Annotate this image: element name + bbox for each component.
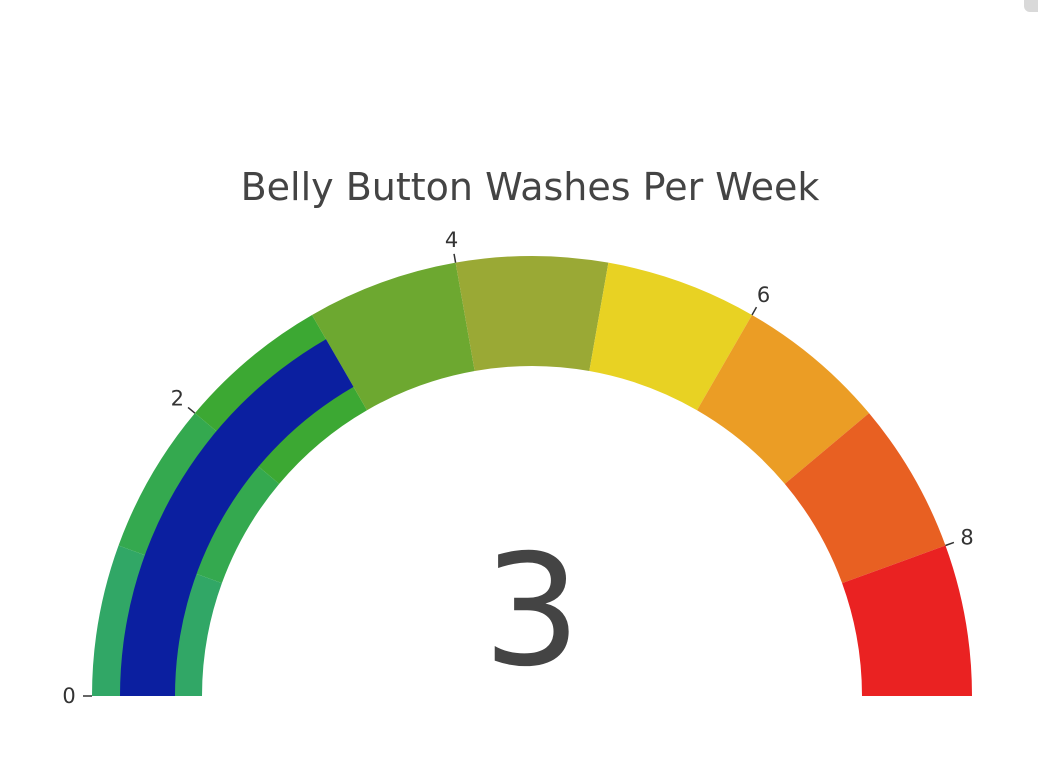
gauge-step-4 xyxy=(455,255,609,372)
gauge-ticks: 0 2 4 6 8 xyxy=(62,228,973,708)
gauge-step-5 xyxy=(589,262,752,411)
gauge-tick-label: 4 xyxy=(445,228,458,252)
gauge-tick-mark xyxy=(751,306,758,316)
gauge-value-bar xyxy=(120,339,354,696)
gauge-step-8 xyxy=(842,545,972,696)
gauge-step-7 xyxy=(784,413,946,584)
gauge-tick-mark xyxy=(187,406,196,414)
gauge-tick-label: 6 xyxy=(757,283,770,307)
gauge-tick-label: 8 xyxy=(960,526,973,550)
modebar-corner[interactable] xyxy=(1024,0,1038,12)
gauge-tick-label: 2 xyxy=(171,386,184,410)
gauge-step-3 xyxy=(312,262,475,411)
gauge-tick-mark xyxy=(453,253,457,263)
gauge-step-6 xyxy=(697,314,870,484)
gauge-tick-label: 0 xyxy=(62,684,75,708)
gauge-value: 3 xyxy=(483,522,581,701)
chart-title: Belly Button Washes Per Week xyxy=(241,165,820,209)
gauge-tick-mark xyxy=(945,541,955,547)
gauge-bar-group xyxy=(120,339,354,696)
